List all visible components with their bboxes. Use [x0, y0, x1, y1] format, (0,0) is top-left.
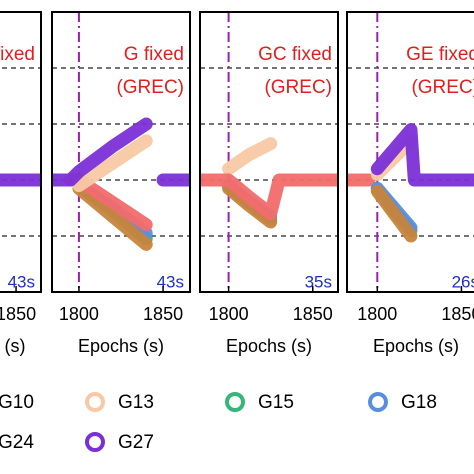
panel-frame [346, 11, 474, 293]
legend-marker [368, 392, 388, 412]
annotation: (GREC) [116, 77, 184, 98]
time-label: 43s [157, 272, 184, 291]
x-axis-label: Epochs (s) [78, 336, 164, 356]
panel-frame [51, 11, 191, 293]
panel-frame [0, 11, 42, 293]
legend-marker [225, 392, 245, 412]
time-label: 43s [8, 272, 35, 291]
legend-label: G27 [118, 432, 154, 453]
series-line [72, 181, 153, 251]
legend-marker [85, 432, 105, 452]
x-tick-label: 1800 [357, 304, 397, 324]
annotation: fixed [0, 44, 35, 65]
panel-frame [199, 11, 339, 293]
x-tick-label: 1850 [293, 304, 333, 324]
plot-area [52, 12, 190, 292]
legend-label: G13 [118, 392, 154, 413]
annotation: G fixed [124, 44, 184, 65]
x-axis-label: Epochs (s) [373, 336, 459, 356]
series-line [222, 137, 278, 176]
x-axis-label: Epochs (s) [226, 336, 312, 356]
legend-label: G24 [0, 432, 34, 453]
series-line [200, 173, 338, 221]
series-line [370, 123, 474, 187]
legend-label: G18 [401, 392, 437, 413]
annotation: (GREC) [264, 77, 332, 98]
annotation: GE fixed [406, 44, 474, 65]
x-tick-label: 1800 [59, 304, 99, 324]
x-tick-label: 1800 [209, 304, 249, 324]
x-tick-label: 1850 [143, 304, 183, 324]
plot-area [0, 67, 41, 237]
time-label: 35s [305, 272, 332, 291]
annotation: (GREC) [411, 77, 474, 98]
legend-label: G15 [258, 392, 294, 413]
time-label: 26s [452, 272, 474, 291]
plot-area [347, 12, 474, 292]
x-axis-label: (s) [5, 336, 26, 356]
annotation: GC fixed [258, 44, 332, 65]
series-line [370, 184, 418, 243]
x-tick-label: 1850 [0, 304, 36, 324]
x-tick-label: 1850 [441, 304, 474, 324]
plot-area [200, 12, 338, 292]
series-line [52, 117, 190, 187]
series-line [72, 134, 153, 193]
legend-marker [85, 392, 105, 412]
legend-label: G10 [0, 392, 34, 413]
